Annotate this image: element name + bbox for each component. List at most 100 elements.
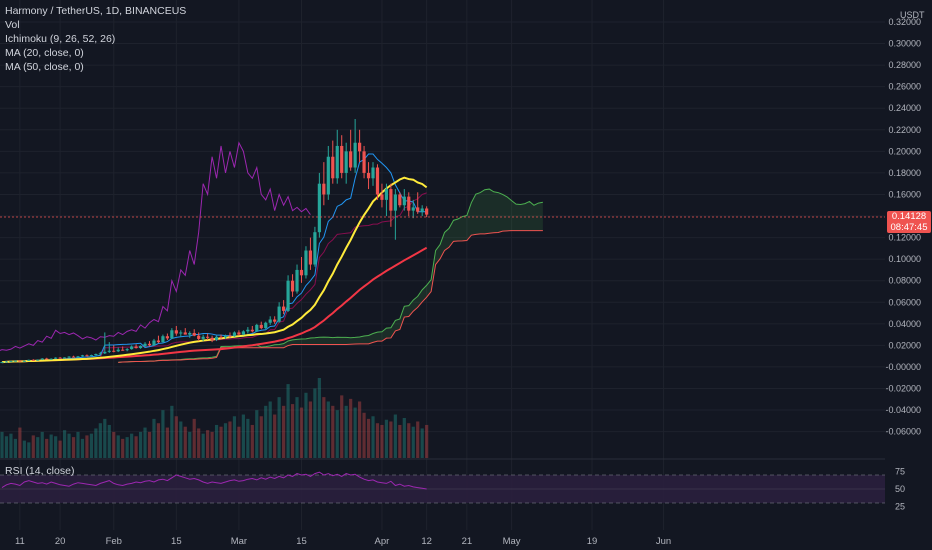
candle-body xyxy=(326,156,330,195)
candle-body xyxy=(0,362,4,364)
candle-body xyxy=(344,151,348,173)
candle-body xyxy=(317,183,321,233)
candle-body xyxy=(228,335,232,337)
candle-body xyxy=(393,194,397,211)
volume-bar xyxy=(116,435,120,458)
rsi-line xyxy=(1,471,427,490)
candle-body xyxy=(22,360,26,362)
cloud-fill xyxy=(118,189,543,363)
volume-bar xyxy=(80,438,85,458)
candle-body xyxy=(353,142,357,168)
time-tick-label: May xyxy=(503,536,521,547)
chart-legend: Harmony / TetherUS, 1D, BINANCEUS Vol Ic… xyxy=(5,4,186,74)
candle-body xyxy=(197,335,201,339)
candle-body xyxy=(179,332,183,334)
candle-body xyxy=(425,208,429,215)
candle-body xyxy=(156,340,161,343)
volume-bar xyxy=(416,421,420,458)
indicator-lines xyxy=(0,141,428,364)
candle-body xyxy=(76,356,80,358)
ichimoku-indicator-label[interactable]: Ichimoku (9, 26, 52, 26) xyxy=(5,33,116,45)
volume-bar xyxy=(232,416,237,458)
candle-countdown: 08:47:45 xyxy=(890,222,928,233)
candle-body xyxy=(241,331,245,335)
volume-bar xyxy=(0,431,4,458)
candle-body xyxy=(416,207,420,212)
senkou-span-b xyxy=(118,230,543,363)
volume-bar xyxy=(125,437,129,458)
candle-body xyxy=(45,358,49,360)
candle-body xyxy=(165,336,169,339)
price-tick-label: -0.02000 xyxy=(885,383,921,393)
volume-bar xyxy=(375,423,380,458)
price-tick-label: 0.18000 xyxy=(888,168,921,178)
rsi-tick-label: 25 xyxy=(895,502,905,512)
candle-body xyxy=(192,332,196,336)
candle-body xyxy=(40,358,44,360)
time-tick-label: 20 xyxy=(55,536,66,547)
price-tick-label: 0.06000 xyxy=(888,297,921,307)
volume-bar xyxy=(331,405,335,458)
volume-bar xyxy=(425,424,429,458)
price-tick-label: 0.20000 xyxy=(888,146,921,156)
rsi-indicator-label[interactable]: RSI (14, close) xyxy=(5,465,75,477)
candle-body xyxy=(322,183,326,195)
rsi-axis[interactable]: 75 50 25 xyxy=(895,467,905,512)
volume-bar xyxy=(237,426,241,458)
volume-bar xyxy=(22,440,26,458)
candle-body xyxy=(134,346,138,349)
volume-bar xyxy=(304,392,308,458)
volume-bar xyxy=(389,421,393,458)
chikou-span-line xyxy=(0,141,311,351)
candle-body xyxy=(125,349,129,351)
volume-bar xyxy=(85,435,89,458)
candle-body xyxy=(273,319,277,322)
candle-body xyxy=(282,306,286,311)
volume-bar xyxy=(98,423,102,458)
rsi-band xyxy=(0,475,885,503)
candle-body xyxy=(290,280,295,292)
volume-bar xyxy=(250,424,254,458)
candle-body xyxy=(98,353,102,355)
current-price-value: 0.14128 xyxy=(891,211,927,222)
candle-body xyxy=(402,196,406,206)
price-axis[interactable]: 0.32000 0.30000 0.28000 0.26000 0.24000 0.220… xyxy=(885,0,932,550)
candle-body xyxy=(80,355,85,357)
candle-body xyxy=(358,142,362,152)
volume-bar xyxy=(152,418,156,458)
ma20-line xyxy=(1,176,428,364)
ma20-indicator-label[interactable]: MA (20, close, 0) xyxy=(5,47,84,59)
volume-bar xyxy=(241,414,245,458)
time-tick-label: Mar xyxy=(231,536,247,547)
candle-body xyxy=(407,196,411,211)
candle-body xyxy=(138,345,143,349)
volume-bar xyxy=(210,431,214,458)
price-tick-label: -0.06000 xyxy=(885,427,921,437)
candle-body xyxy=(147,343,152,346)
volume-bar xyxy=(313,388,317,458)
ma50-indicator-label[interactable]: MA (50, close, 0) xyxy=(5,61,84,73)
volume-indicator-label[interactable]: Vol xyxy=(5,19,20,31)
time-axis[interactable]: 11 20 Feb 15 Mar 15 Apr 12 21 May 19 Jun xyxy=(0,532,932,550)
time-tick-label: Jun xyxy=(656,536,671,547)
volume-bar xyxy=(273,414,277,458)
price-tick-label: 0.32000 xyxy=(888,17,921,27)
candle-body xyxy=(308,250,313,265)
volume-bar xyxy=(112,431,116,458)
candle-body xyxy=(340,145,344,173)
volume-bar xyxy=(380,424,384,458)
volume-bar xyxy=(277,397,281,458)
price-tick-label: -0.00000 xyxy=(885,362,921,372)
volume-bar xyxy=(130,433,134,458)
symbol-title[interactable]: Harmony / TetherUS, 1D, BINANCEUS xyxy=(5,5,187,17)
volume-bar xyxy=(9,433,13,458)
candle-body xyxy=(103,351,107,354)
time-tick-label: Feb xyxy=(106,536,122,547)
volume-bar xyxy=(335,410,339,458)
volume-bar xyxy=(18,427,22,458)
volume-bar xyxy=(317,378,321,458)
volume-bar xyxy=(308,401,313,458)
candle-body xyxy=(188,332,192,335)
volume-bar xyxy=(134,436,138,458)
